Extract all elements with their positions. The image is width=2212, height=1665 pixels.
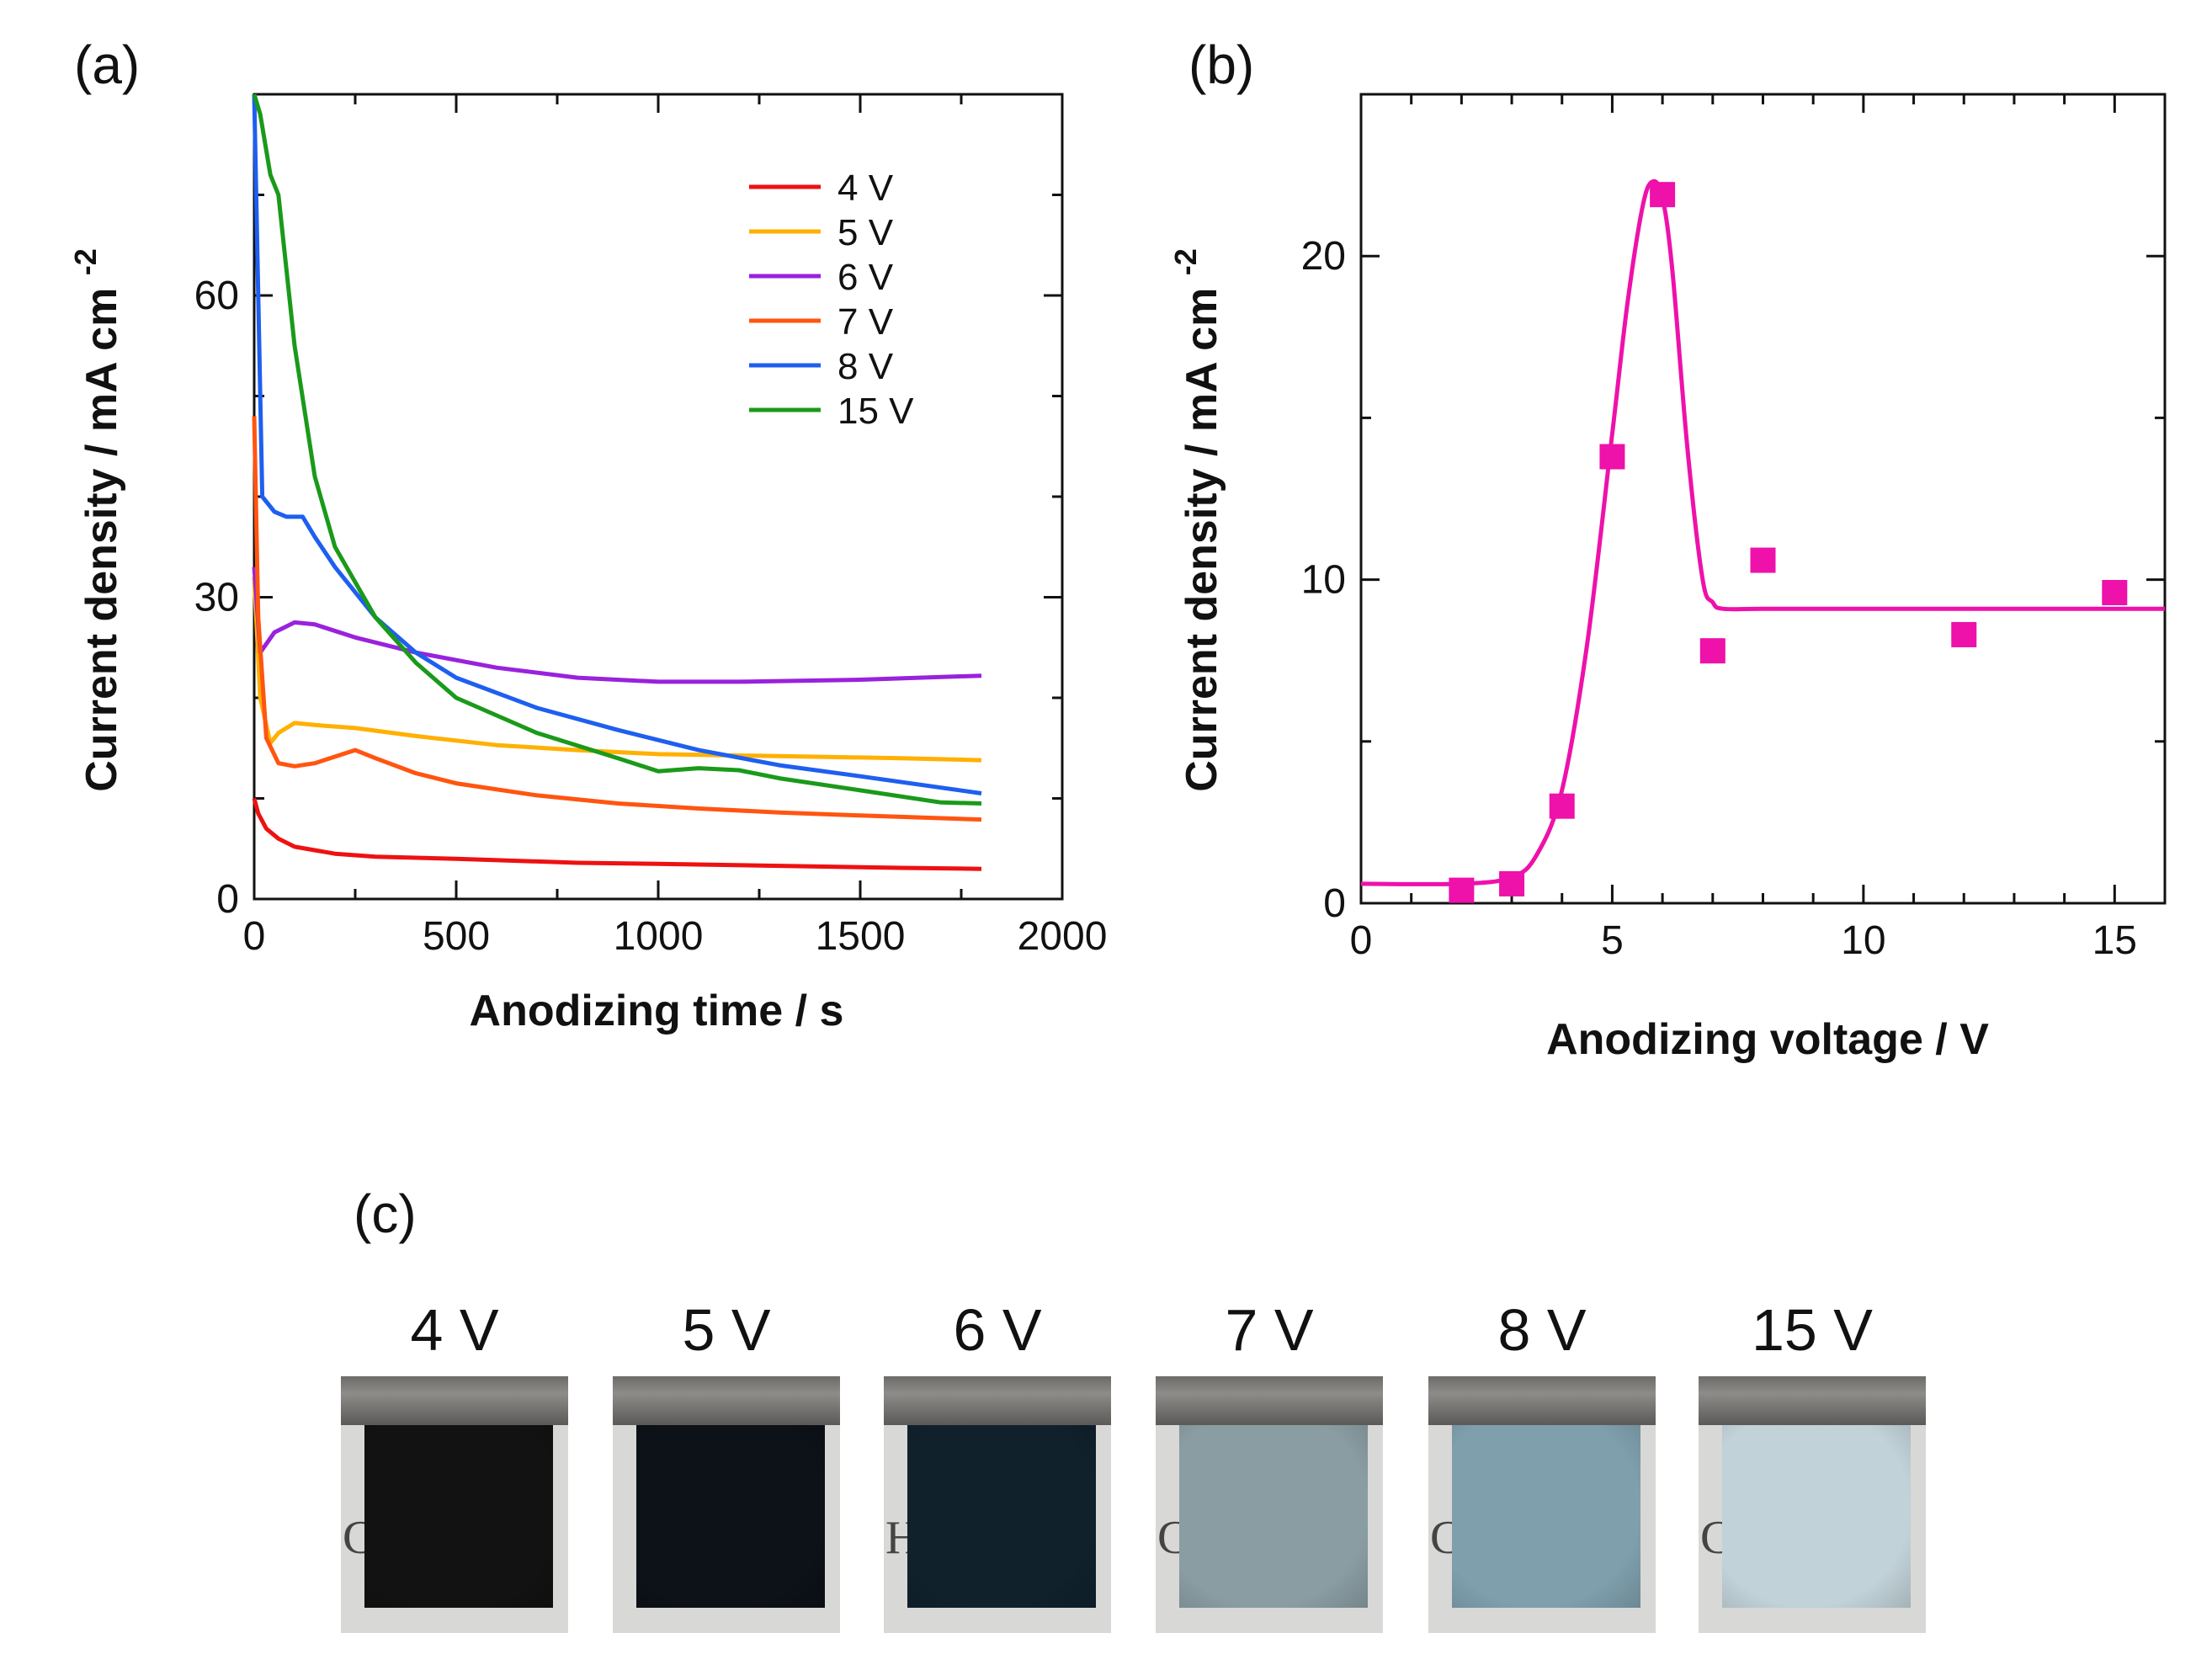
sample-label: 5 V bbox=[682, 1297, 771, 1363]
chart-a-legend: 4 V5 V6 V7 V8 V15 V bbox=[749, 168, 914, 432]
chart-a-legend-label: 4 V bbox=[837, 168, 894, 209]
chart-b-xlabel: Anodizing voltage / V bbox=[1546, 1015, 1989, 1064]
anodized-coating bbox=[907, 1425, 1096, 1608]
chart-a-legend-label: 8 V bbox=[837, 346, 894, 387]
tape-strip bbox=[613, 1376, 840, 1425]
chart-b-point bbox=[1699, 638, 1725, 664]
sample-card: 8 V C bbox=[1428, 1263, 1656, 1633]
chart-b-point bbox=[1750, 547, 1776, 573]
sample-card: 4 V C bbox=[341, 1263, 568, 1633]
panel-label-a: (a) bbox=[74, 35, 141, 95]
chart-a-xtick-label: 0 bbox=[243, 914, 266, 959]
chart-b-points bbox=[1449, 182, 2128, 903]
panel-label-c: (c) bbox=[354, 1184, 417, 1244]
chart-b-point bbox=[1449, 877, 1475, 903]
tape-strip bbox=[341, 1376, 568, 1425]
anodized-coating bbox=[636, 1425, 825, 1608]
chart-a-xtick-label: 1500 bbox=[816, 914, 906, 959]
chart-a-ylabel-text: Current density / mA cm bbox=[77, 288, 126, 792]
chart-b-point bbox=[1951, 621, 1977, 647]
sample-card: 6 V H bbox=[884, 1263, 1111, 1633]
sample-photo: C bbox=[341, 1376, 568, 1633]
chart-b-xtick-label: 0 bbox=[1350, 918, 1373, 963]
sample-photo bbox=[613, 1376, 840, 1633]
chart-b-point bbox=[1499, 870, 1525, 896]
chart-b-ylabel-sup: -2 bbox=[1168, 248, 1203, 275]
chart-b-point bbox=[1549, 793, 1575, 819]
tape-strip bbox=[1428, 1376, 1656, 1425]
sample-label: 4 V bbox=[410, 1297, 499, 1363]
chart-b-ylabel: Current density / mA cm -2 bbox=[1168, 248, 1226, 792]
sample-label: 6 V bbox=[953, 1297, 1042, 1363]
anodized-coating bbox=[1179, 1425, 1368, 1608]
sample-photo: C bbox=[1699, 1376, 1926, 1633]
sample-card: 7 V C bbox=[1156, 1263, 1383, 1633]
panel-label-b: (b) bbox=[1188, 35, 1255, 95]
chart-a-series-line bbox=[252, 93, 982, 806]
chart-a-series bbox=[252, 93, 982, 871]
chart-a-legend-label: 7 V bbox=[837, 301, 894, 343]
sample-photo: H bbox=[884, 1376, 1111, 1633]
chart-b-ylabel-text: Current density / mA cm bbox=[1178, 288, 1226, 792]
tape-strip bbox=[1156, 1376, 1383, 1425]
chart-a-series-line bbox=[252, 797, 982, 871]
chart-b-ytick-label: 20 bbox=[1301, 234, 1346, 279]
chart-a-xtick-label: 500 bbox=[423, 914, 490, 959]
sample-label: 7 V bbox=[1225, 1297, 1314, 1363]
chart-a-ytick-label: 0 bbox=[216, 877, 239, 922]
chart-b-ytick-label: 0 bbox=[1323, 881, 1346, 926]
sample-card: 5 V bbox=[613, 1263, 840, 1633]
chart-b-xtick-label: 5 bbox=[1601, 918, 1624, 963]
chart-b-xtick-label: 10 bbox=[1841, 918, 1885, 963]
sample-photo: C bbox=[1428, 1376, 1656, 1633]
anodized-coating bbox=[364, 1425, 553, 1608]
chart-a-series-line bbox=[252, 416, 982, 822]
chart-a-legend-label: 5 V bbox=[837, 212, 894, 253]
chart-a-legend-label: 15 V bbox=[837, 391, 914, 432]
chart-a-series-line bbox=[252, 577, 982, 763]
chart-a-series-line bbox=[252, 93, 982, 795]
chart-a-xtick-label: 2000 bbox=[1018, 914, 1108, 959]
chart-a-legend-label: 6 V bbox=[837, 257, 894, 298]
sample-label: 15 V bbox=[1752, 1297, 1873, 1363]
chart-b-ytick-label: 10 bbox=[1301, 558, 1346, 603]
chart-b-ticks: 0 5 10 15 0 10 20 bbox=[1301, 93, 2167, 963]
anodized-coating bbox=[1722, 1425, 1911, 1608]
sample-label: 8 V bbox=[1497, 1297, 1587, 1363]
chart-b-point bbox=[1650, 182, 1676, 208]
chart-a-xtick-label: 1000 bbox=[614, 914, 704, 959]
sample-card: 15 V C bbox=[1699, 1263, 1926, 1633]
sample-photo: C bbox=[1156, 1376, 1383, 1633]
chart-b-point bbox=[2102, 579, 2128, 605]
tape-strip bbox=[884, 1376, 1111, 1425]
chart-a-xlabel: Anodizing time / s bbox=[470, 987, 844, 1035]
chart-a-ytick-label: 60 bbox=[194, 274, 239, 318]
chart-b-xtick-label: 15 bbox=[2092, 918, 2137, 963]
chart-a-ylabel-sup: -2 bbox=[68, 248, 103, 275]
tape-strip bbox=[1699, 1376, 1926, 1425]
chart-a-ticks: 0 500 1000 1500 2000 0 30 60 bbox=[194, 94, 1108, 959]
anodized-coating bbox=[1452, 1425, 1640, 1608]
chart-a-ylabel: Current density / mA cm -2 bbox=[68, 248, 126, 792]
chart-b-point bbox=[1599, 444, 1625, 470]
chart-a-ytick-label: 30 bbox=[194, 576, 239, 620]
